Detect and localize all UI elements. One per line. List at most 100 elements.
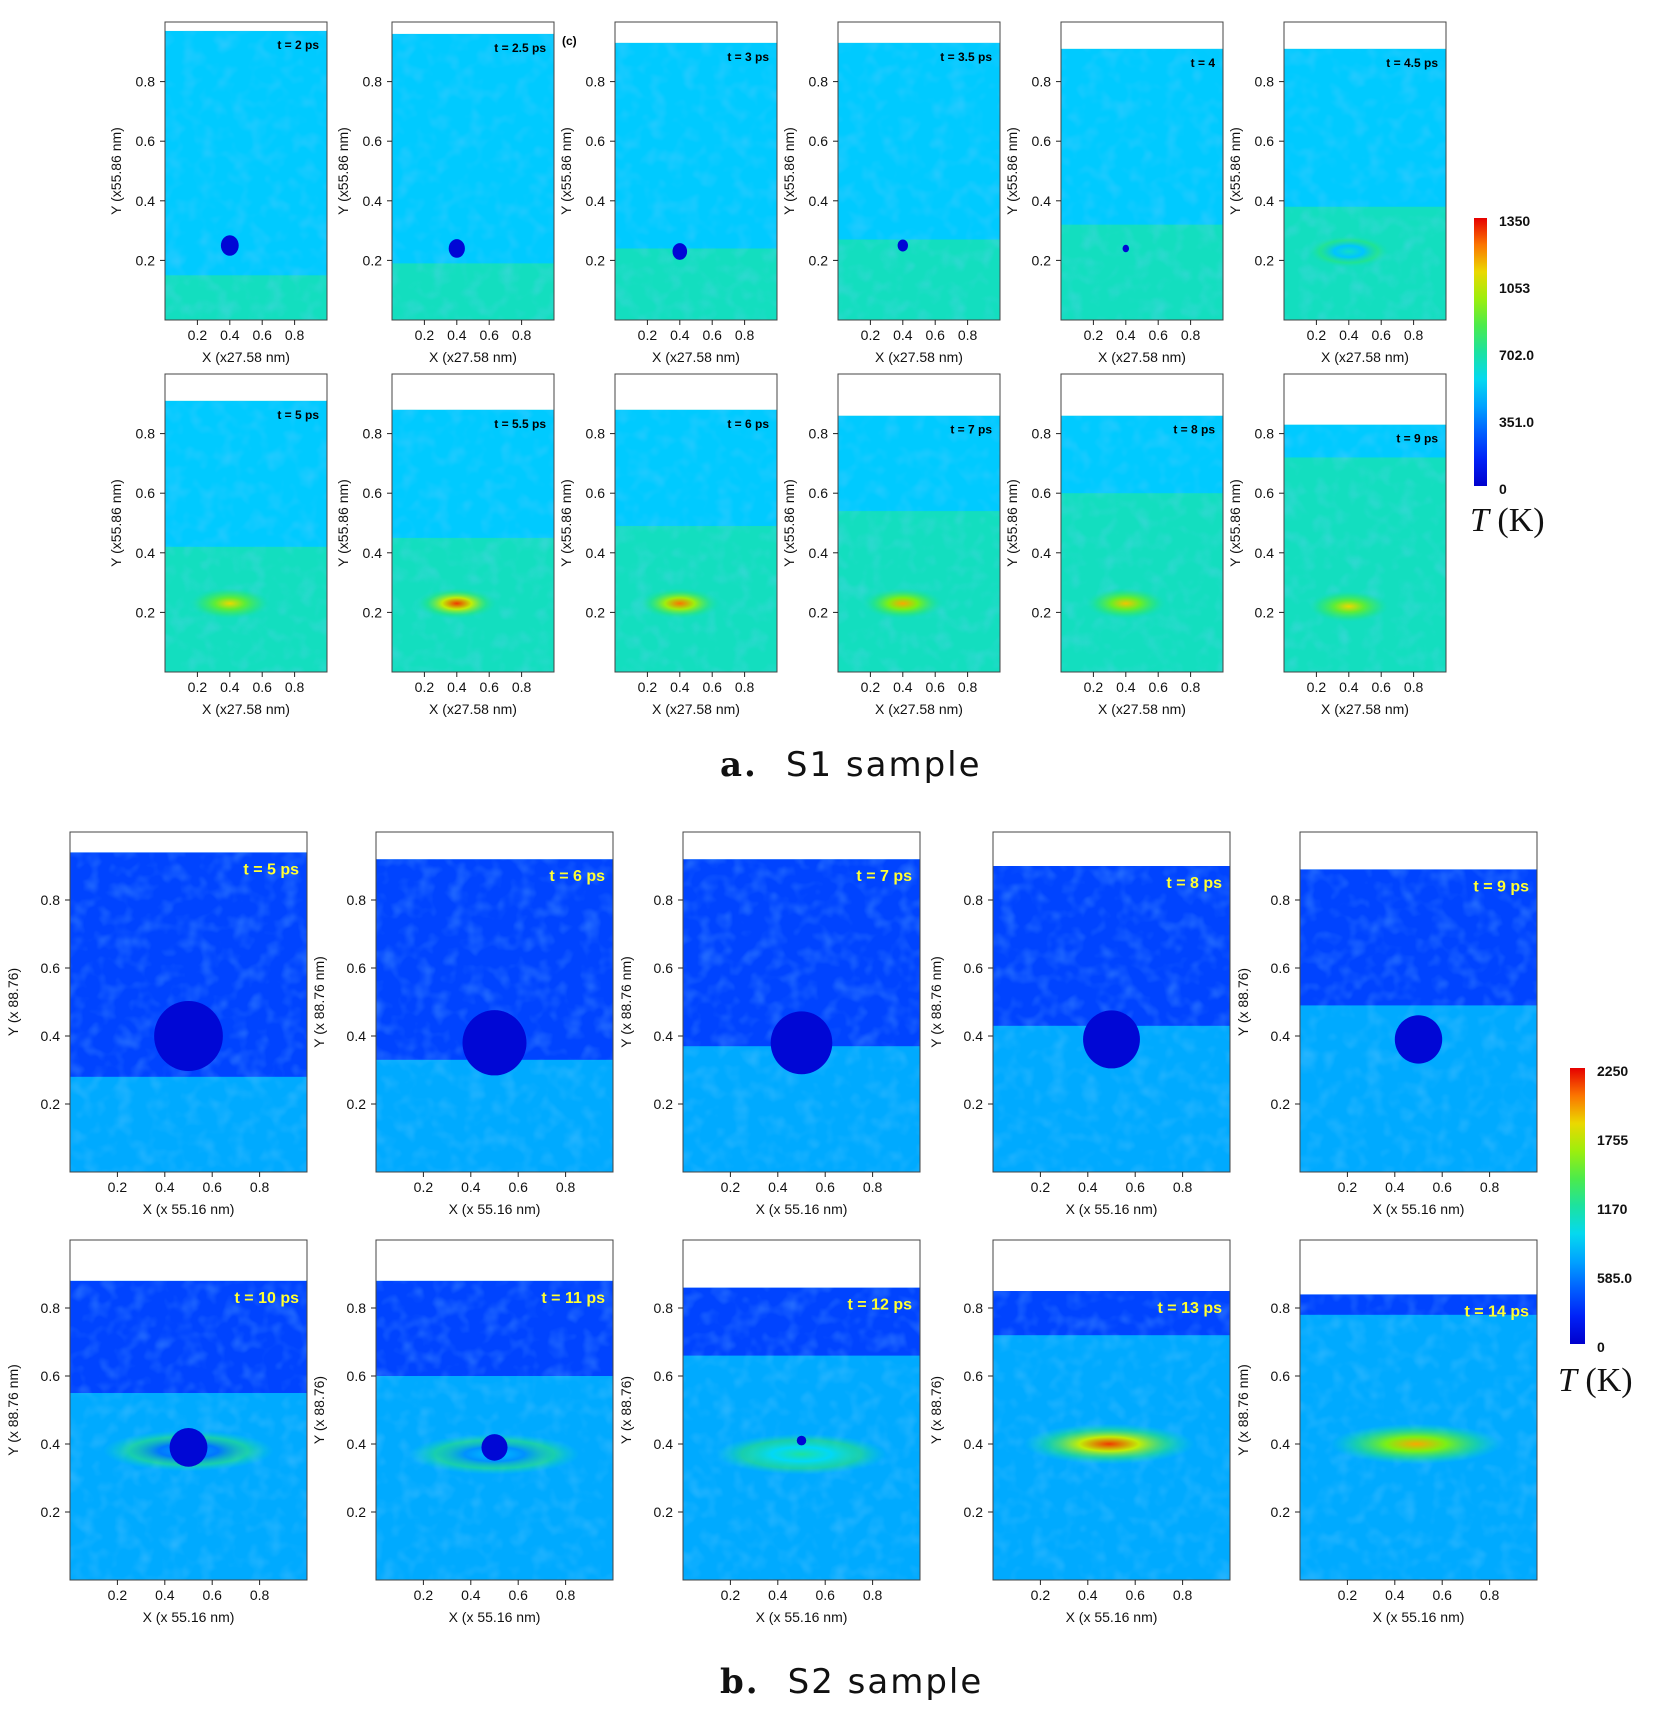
x-tick-label: 0.8 <box>512 327 532 343</box>
void-bubble <box>770 1011 833 1075</box>
panel-frame <box>682 1239 921 1581</box>
x-axis-label: X (x 55.16 nm) <box>1066 1609 1158 1625</box>
panel-frame <box>992 1239 1231 1581</box>
x-tick-label: 0.4 <box>461 1179 481 1195</box>
region-vacuum <box>376 832 613 860</box>
panel-b-4: 0.2 0.4 0.6 0.8 0.2 0.4 0.6 0.8 X (x 55.16 nm) Y … <box>1235 831 1538 1217</box>
panel-a-5: 0.2 0.4 0.6 0.8 0.2 0.4 0.6 0.8 X (x27.58 nm) Y (… <box>1227 21 1447 365</box>
panel-plot <box>1061 22 1223 320</box>
y-tick-label: 0.2 <box>363 252 383 268</box>
x-tick-label: 0.8 <box>1480 1179 1500 1195</box>
time-label: t = 11 ps <box>541 1290 605 1307</box>
x-tick-label: 0.8 <box>1404 679 1424 695</box>
caption-b: b. S2 sample <box>720 1662 983 1702</box>
hotspot <box>414 587 499 620</box>
panel-a-9: 0.2 0.4 0.6 0.8 0.2 0.4 0.6 0.8 X (x27.58 nm) Y (… <box>781 373 1001 717</box>
x-tick-label: 0.6 <box>702 679 722 695</box>
x-tick-label: 0.4 <box>447 679 467 695</box>
x-tick-label: 0.8 <box>556 1587 576 1603</box>
x-tick-label: 0.2 <box>1031 1587 1051 1603</box>
x-tick-label: 0.2 <box>415 679 435 695</box>
x-axis-label: X (x 55.16 nm) <box>449 1201 541 1217</box>
colorbar-tick-label: 1350 <box>1499 213 1530 229</box>
y-tick-label: 0.4 <box>809 193 829 209</box>
colorbar-tick-label: 1053 <box>1499 280 1530 296</box>
x-tick-label: 0.8 <box>958 679 978 695</box>
colorbar-b: 2250 1755 1170 585.0 0 <box>1570 1063 1632 1355</box>
x-tick-label: 0.8 <box>285 327 305 343</box>
x-axis-label: X (x 55.16 nm) <box>1373 1609 1465 1625</box>
y-axis-label: Y (x 88.76 nm) <box>5 1364 21 1456</box>
panel-frame <box>375 831 614 1173</box>
x-tick-label: 0.6 <box>815 1587 835 1603</box>
x-tick-label: 0.2 <box>414 1587 434 1603</box>
x-tick-label: 0.2 <box>415 327 435 343</box>
time-label: t = 6 ps <box>727 417 769 431</box>
x-axis-label: X (x 55.16 nm) <box>1373 1201 1465 1217</box>
x-tick-label: 0.2 <box>1084 327 1104 343</box>
y-tick-label: 0.6 <box>586 133 606 149</box>
region-vacuum <box>1284 22 1446 49</box>
x-tick-label: 0.6 <box>202 1587 222 1603</box>
y-tick-label: 0.4 <box>1255 545 1275 561</box>
hotspot <box>1306 235 1391 268</box>
x-tick-label: 0.6 <box>508 1179 528 1195</box>
region-vacuum <box>376 1240 613 1281</box>
x-tick-label: 0.6 <box>1432 1179 1452 1195</box>
colorbar-bar <box>1570 1068 1585 1344</box>
y-tick-label: 0.6 <box>654 960 674 976</box>
y-tick-label: 0.6 <box>809 485 829 501</box>
panel-plot <box>392 22 554 320</box>
y-axis-label: Y (x 88.76) <box>1235 968 1251 1036</box>
x-tick-label: 0.2 <box>638 679 658 695</box>
void-bubble <box>897 239 908 252</box>
panel-plot <box>70 1240 307 1580</box>
panel-plot <box>838 374 1000 672</box>
y-tick-label: 0.4 <box>347 1028 367 1044</box>
x-tick-label: 0.4 <box>220 679 240 695</box>
texture <box>615 409 777 672</box>
x-tick-label: 0.6 <box>1148 327 1168 343</box>
hotspot <box>716 1433 887 1475</box>
y-axis-label: Y (x 88.76) <box>928 1376 944 1444</box>
y-tick-label: 0.4 <box>654 1436 674 1452</box>
y-tick-label: 0.8 <box>654 1300 674 1316</box>
region-vacuum <box>392 22 554 34</box>
panel-b-2: 0.2 0.4 0.6 0.8 0.2 0.4 0.6 0.8 X (x 55.16 nm) Y … <box>618 831 921 1217</box>
texture <box>1061 415 1223 672</box>
region-vacuum <box>1284 374 1446 425</box>
panel-a-6: 0.2 0.4 0.6 0.8 0.2 0.4 0.6 0.8 X (x27.58 nm) Y (… <box>108 373 328 717</box>
y-tick-label: 0.8 <box>1255 426 1275 442</box>
colorbar-bar <box>1474 218 1487 486</box>
y-tick-label: 0.4 <box>1032 193 1052 209</box>
y-tick-label: 0.2 <box>1271 1504 1291 1520</box>
x-tick-label: 0.4 <box>1116 679 1136 695</box>
x-tick-label: 0.2 <box>721 1587 741 1603</box>
region-vacuum <box>165 374 327 401</box>
y-tick-label: 0.2 <box>809 604 829 620</box>
panel-plot <box>993 1240 1230 1580</box>
panel-frame <box>837 21 1001 321</box>
x-tick-label: 0.6 <box>702 327 722 343</box>
y-tick-label: 0.8 <box>1271 1300 1291 1316</box>
y-tick-label: 0.2 <box>136 604 156 620</box>
panel-frame <box>1283 21 1447 321</box>
y-tick-label: 0.6 <box>654 1368 674 1384</box>
y-tick-label: 0.2 <box>1032 252 1052 268</box>
y-tick-label: 0.8 <box>41 892 61 908</box>
colorbar-tick-label: 1170 <box>1597 1201 1628 1217</box>
y-tick-label: 0.8 <box>809 74 829 90</box>
caption-b-letter: b. <box>720 1662 760 1702</box>
x-tick-label: 0.4 <box>1339 679 1359 695</box>
y-tick-label: 0.6 <box>347 1368 367 1384</box>
panel-frame <box>69 831 308 1173</box>
texture <box>392 409 554 672</box>
time-label: t = 5.5 ps <box>494 417 546 431</box>
colorbar-tick-label: 585.0 <box>1597 1270 1632 1286</box>
x-tick-label: 0.6 <box>1148 679 1168 695</box>
y-tick-label: 0.6 <box>136 133 156 149</box>
y-axis-label: Y (x 88.76) <box>311 1376 327 1444</box>
texture <box>1284 48 1446 320</box>
hotspot <box>1083 587 1168 620</box>
